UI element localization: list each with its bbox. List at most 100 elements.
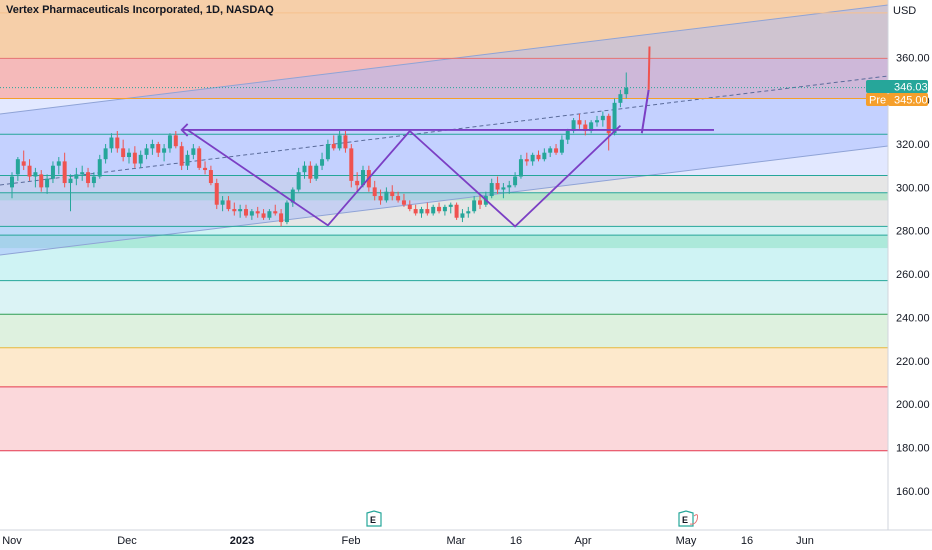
candle [530,152,535,166]
candle [249,209,254,220]
candle-body [249,211,254,216]
candle-body [115,137,120,149]
candle-body [413,209,418,214]
candle [290,187,295,207]
candle [437,202,442,214]
candle-body [600,115,605,121]
x-tick-label: Apr [574,535,591,547]
candle-body [86,172,91,184]
candle-body [472,200,477,212]
candle-body [361,170,365,186]
candle-body [261,213,266,218]
candle-body [589,122,594,132]
x-tick-label: Mar [447,535,466,547]
candle [173,131,178,149]
background-bands [0,0,888,451]
candle-body [355,180,360,186]
candle-body [226,200,231,210]
earnings-events[interactable]: E E [366,510,699,527]
candle [74,167,79,186]
pattern-zigzag [186,124,622,228]
candle-body [431,206,436,214]
time-axis[interactable]: Nov Dec 2023 Feb Mar 16 Apr May 16 Jun [0,529,932,550]
candle-body [103,148,108,160]
y-tick-label: 360.00 [896,52,930,64]
candle-body [302,165,307,173]
candle [401,193,406,207]
candle-body [314,165,319,179]
candle [109,133,114,153]
zone-band [0,192,888,201]
candle [91,172,96,188]
candle-body [197,148,202,168]
candle-body [290,189,295,203]
zone-band [0,280,888,315]
price-axis[interactable]: USD 160.00 180.00 200.00 220.00 240.00 260.00… [887,0,932,530]
pre-price-tag: 345.00 [894,95,928,107]
candle-body [442,206,447,212]
candle-body [10,176,14,188]
x-tick-label: 16 [741,535,753,547]
candle-body [612,102,617,134]
candle [97,154,102,179]
candle [80,165,85,181]
candle-body [284,202,289,223]
candle-body [91,176,96,184]
candle [156,141,161,158]
candle-body [548,148,553,153]
target-arrow-upper [647,46,651,90]
candle [279,209,284,227]
candle-body [109,137,114,149]
zone-band [0,386,888,451]
earnings-icon[interactable]: E [678,510,699,527]
horizontal-levels [0,12,888,452]
candle [355,172,360,192]
candle [472,196,477,214]
candle-body [80,172,85,175]
candle-body [214,183,219,205]
earnings-icon-shape [678,510,694,527]
candle-body [320,159,325,166]
candle [448,202,453,214]
candle [384,187,389,203]
x-tick-label: 2023 [230,535,254,547]
candle-body [495,183,500,190]
candle [162,144,167,162]
earnings-icon-shape [366,510,382,527]
candle [302,161,307,179]
candle [150,139,155,155]
candle-body [296,172,301,190]
candle [45,174,50,194]
candle [39,170,44,192]
inverse-head-shoulders-pattern [180,46,714,228]
candle-body [378,196,383,201]
earnings-icon[interactable]: E [366,510,382,527]
candle [138,150,143,168]
x-tick-label: Feb [342,535,361,547]
candle-body [138,154,143,164]
candle-body [173,135,178,147]
candle [296,167,301,192]
candle [121,139,126,162]
candlesticks [10,72,629,227]
candle [314,163,319,181]
candle [624,72,629,99]
candle-body [372,187,377,197]
candle-body [384,191,389,201]
x-tick-label: Dec [117,535,137,547]
candle-body [618,94,623,103]
candle [325,139,330,162]
candle [226,196,231,212]
price-tags: 346.03 Pre 345.00 [866,80,928,107]
candle-body [127,152,131,158]
candle [390,185,395,201]
target-arrow-lower [640,89,650,134]
candle-body [203,167,208,171]
candle-body [279,213,284,223]
candle-body [390,191,395,197]
candle [431,204,436,216]
candle [559,135,564,155]
y-tick-label: 260.00 [896,269,930,281]
candle [495,176,500,194]
